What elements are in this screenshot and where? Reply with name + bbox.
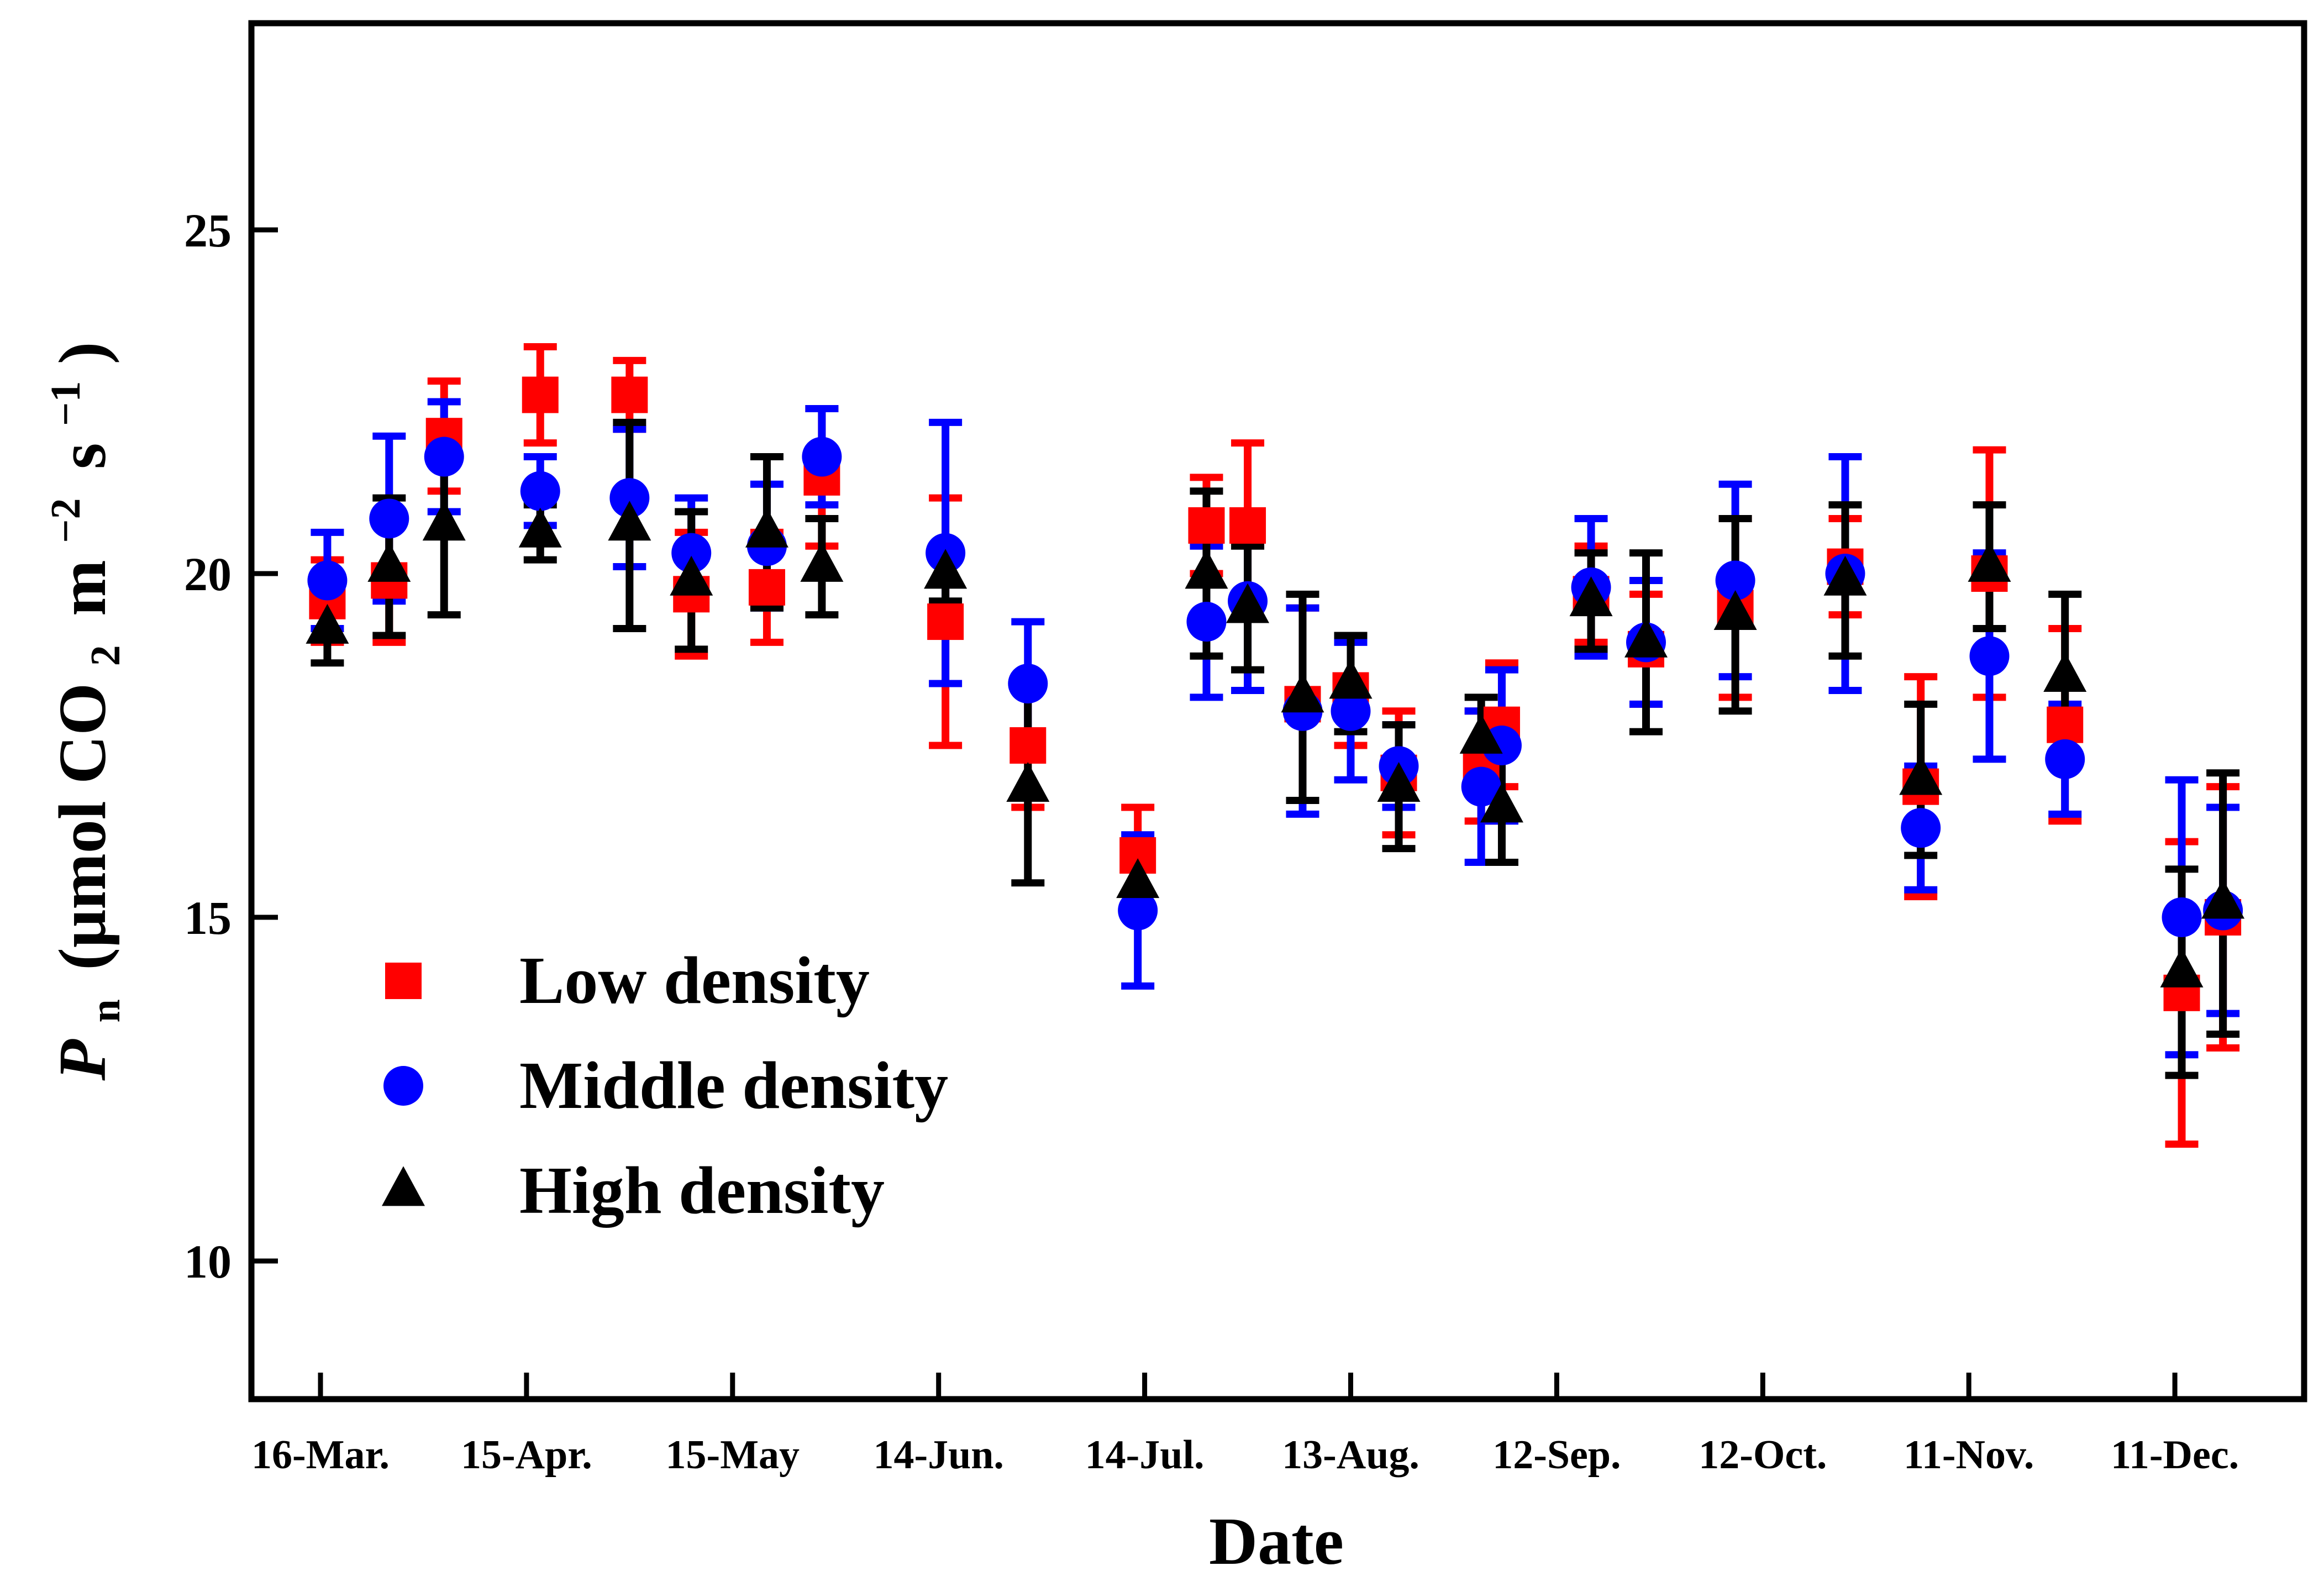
point-middle-density [1461,766,1501,807]
point-high-density [1713,590,1757,630]
point-middle-density [2162,897,2202,937]
y-axis-symbol: P [45,1039,120,1081]
point-high-density [1968,542,2011,582]
y-tick-label: 20 [184,548,232,601]
x-tick-label: 12-Sep. [1492,1432,1621,1478]
y-tick-label: 15 [184,891,232,944]
y-axis-title: P n (μmol CO 2 m −2 s −1 ) [20,341,134,1081]
point-high-density [608,501,651,541]
point-high-density [518,507,562,548]
x-tick-label: 15-Apr. [461,1432,592,1478]
point-middle-density [1186,602,1227,642]
x-tick-label: 11-Dec. [2111,1432,2239,1478]
point-high-density [2160,947,2204,987]
point-high-density [1116,858,1160,899]
point-middle-density [520,471,560,511]
point-low-density [1229,507,1266,544]
point-high-density [1823,555,1867,596]
x-tick-label: 12-Oct. [1699,1432,1827,1478]
legend-label-high-density: High density [519,1153,885,1228]
markers-middle-density [307,437,2243,937]
y-axis-m-exp: −2 [43,498,89,543]
point-high-density [670,555,713,596]
point-low-density [927,603,964,640]
x-tick-label: 11-Nov. [1904,1432,2034,1478]
point-high-density [2201,879,2245,919]
point-low-density [748,569,785,606]
point-middle-density [802,437,842,477]
markers-low-density [309,376,2242,1011]
y-axis-unit-prefix: (μmol CO [45,683,120,970]
y-tick-label: 10 [184,1235,232,1288]
point-low-density [2047,706,2084,743]
point-high-density [800,542,844,582]
y-axis-close-paren: ) [45,341,120,364]
legend-marker-low-density [385,963,422,999]
y-axis-co2-sub: 2 [82,645,129,666]
axis-ticks: 10 15 20 25 16-Mar. 15-Apr. 15-May 14-Jun. 14-Ju… [184,204,2239,1478]
point-high-density [1281,672,1324,713]
point-high-density [1329,659,1373,699]
point-low-density [1009,727,1047,764]
markers-layer [306,376,2245,1011]
x-axis-title: Date [1209,1504,1344,1579]
point-high-density [1185,549,1228,589]
point-middle-density [1331,691,1371,731]
point-middle-density [609,478,650,518]
point-middle-density [307,560,348,601]
error-bars-layer [311,343,2240,1148]
point-middle-density [1118,890,1158,931]
markers-high-density [306,501,2245,987]
plot-frame [248,20,2307,1402]
point-high-density [1459,713,1503,754]
point-middle-density [369,498,409,539]
x-tick-label: 14-Jun. [873,1432,1003,1478]
point-high-density [1624,617,1668,658]
y-axis-s: s [45,443,120,469]
point-high-density [1377,762,1421,802]
legend-label-middle-density: Middle density [519,1048,948,1123]
point-middle-density [1969,636,2010,676]
legend-marker-high-density [382,1166,425,1206]
point-middle-density [1715,560,1755,601]
legend-marker-middle-density [383,1066,423,1106]
point-low-density [522,376,559,413]
legend-label-low-density: Low density [519,943,870,1018]
point-high-density [1226,583,1270,623]
point-high-density [1569,576,1613,617]
point-low-density [611,376,648,413]
x-tick-label: 16-Mar. [251,1432,390,1478]
x-tick-label: 14-Jul. [1085,1432,1205,1478]
point-middle-density [2045,739,2085,779]
point-middle-density [424,437,464,477]
point-low-density [1188,507,1225,544]
point-high-density [924,549,968,589]
point-high-density [1899,755,1943,795]
y-axis-m: m [45,560,120,616]
legend: Low density Middle density High density [382,943,948,1228]
point-high-density [2043,651,2087,692]
point-high-density [422,501,466,541]
point-high-density [306,603,349,644]
point-middle-density [671,533,712,573]
point-high-density [1006,762,1050,802]
point-high-density [367,542,411,582]
point-middle-density [1901,808,1941,848]
point-high-density [745,507,788,548]
point-middle-density [1008,664,1048,704]
errorbars-low-density [311,343,2240,1148]
point-high-density [1480,782,1523,823]
x-tick-label: 15-May [666,1432,800,1478]
y-tick-label: 25 [184,204,232,257]
y-axis-s-exp: −1 [43,381,89,426]
x-tick-label: 13-Aug. [1282,1432,1419,1478]
y-axis-symbol-sub: n [82,999,129,1022]
